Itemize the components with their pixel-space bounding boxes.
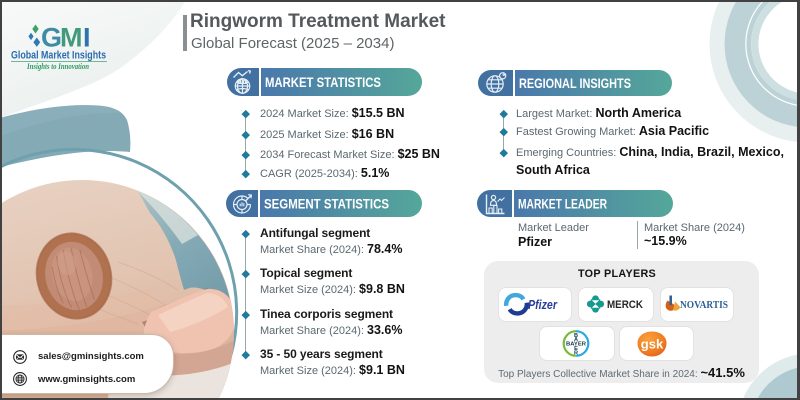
svg-text:MARKET STATISTICS: MARKET STATISTICS [265, 74, 381, 90]
svg-text:G: G [41, 23, 62, 53]
svg-text:B: B [574, 333, 578, 339]
svg-text:R: R [574, 350, 578, 356]
svg-text:A: A [574, 337, 578, 343]
svg-text:Insights to Innovation: Insights to Innovation [26, 61, 89, 71]
svg-text:MARKET LEADER: MARKET LEADER [518, 196, 607, 212]
svg-text:Global Market Insights: Global Market Insights [11, 50, 106, 62]
svg-text:I: I [83, 23, 91, 53]
svg-text:gsk: gsk [641, 337, 664, 352]
svg-text:Pfizer: Pfizer [528, 298, 558, 312]
svg-text:MERCK: MERCK [607, 299, 643, 311]
svg-text:E: E [574, 346, 578, 352]
svg-text:BAYER: BAYER [566, 341, 586, 347]
svg-text:NOVARTIS: NOVARTIS [680, 300, 728, 311]
svg-text:REGIONAL INSIGHTS: REGIONAL INSIGHTS [519, 75, 631, 91]
svg-text:M: M [60, 23, 83, 53]
svg-text:SEGMENT STATISTICS: SEGMENT STATISTICS [264, 196, 389, 212]
